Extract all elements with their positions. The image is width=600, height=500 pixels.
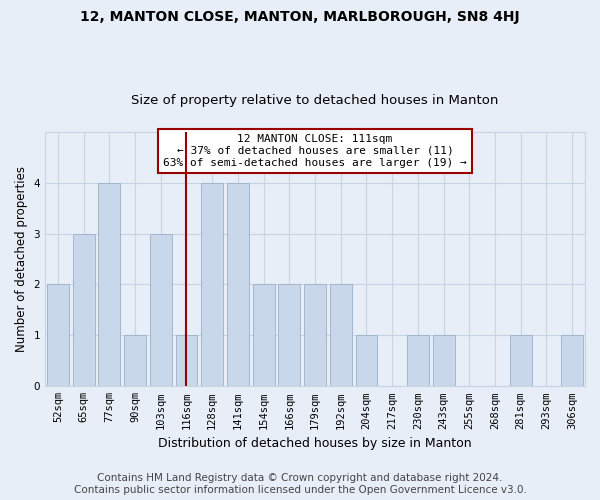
Bar [47,284,69,386]
Text: Contains HM Land Registry data © Crown copyright and database right 2024.
Contai: Contains HM Land Registry data © Crown c… [74,474,526,495]
Bar [407,336,429,386]
Bar [124,336,146,386]
Bar [98,182,120,386]
Bar [253,284,275,386]
Bar [227,182,249,386]
Bar [304,284,326,386]
Text: 12, MANTON CLOSE, MANTON, MARLBOROUGH, SN8 4HJ: 12, MANTON CLOSE, MANTON, MARLBOROUGH, S… [80,10,520,24]
Bar [201,182,223,386]
Text: 12 MANTON CLOSE: 111sqm
← 37% of detached houses are smaller (11)
63% of semi-de: 12 MANTON CLOSE: 111sqm ← 37% of detache… [163,134,467,168]
Bar [73,234,95,386]
Bar [433,336,455,386]
Bar [561,336,583,386]
Bar [510,336,532,386]
Title: Size of property relative to detached houses in Manton: Size of property relative to detached ho… [131,94,499,107]
Bar [330,284,352,386]
Bar [176,336,197,386]
Bar [356,336,377,386]
Bar [150,234,172,386]
X-axis label: Distribution of detached houses by size in Manton: Distribution of detached houses by size … [158,437,472,450]
Y-axis label: Number of detached properties: Number of detached properties [15,166,28,352]
Bar [278,284,300,386]
